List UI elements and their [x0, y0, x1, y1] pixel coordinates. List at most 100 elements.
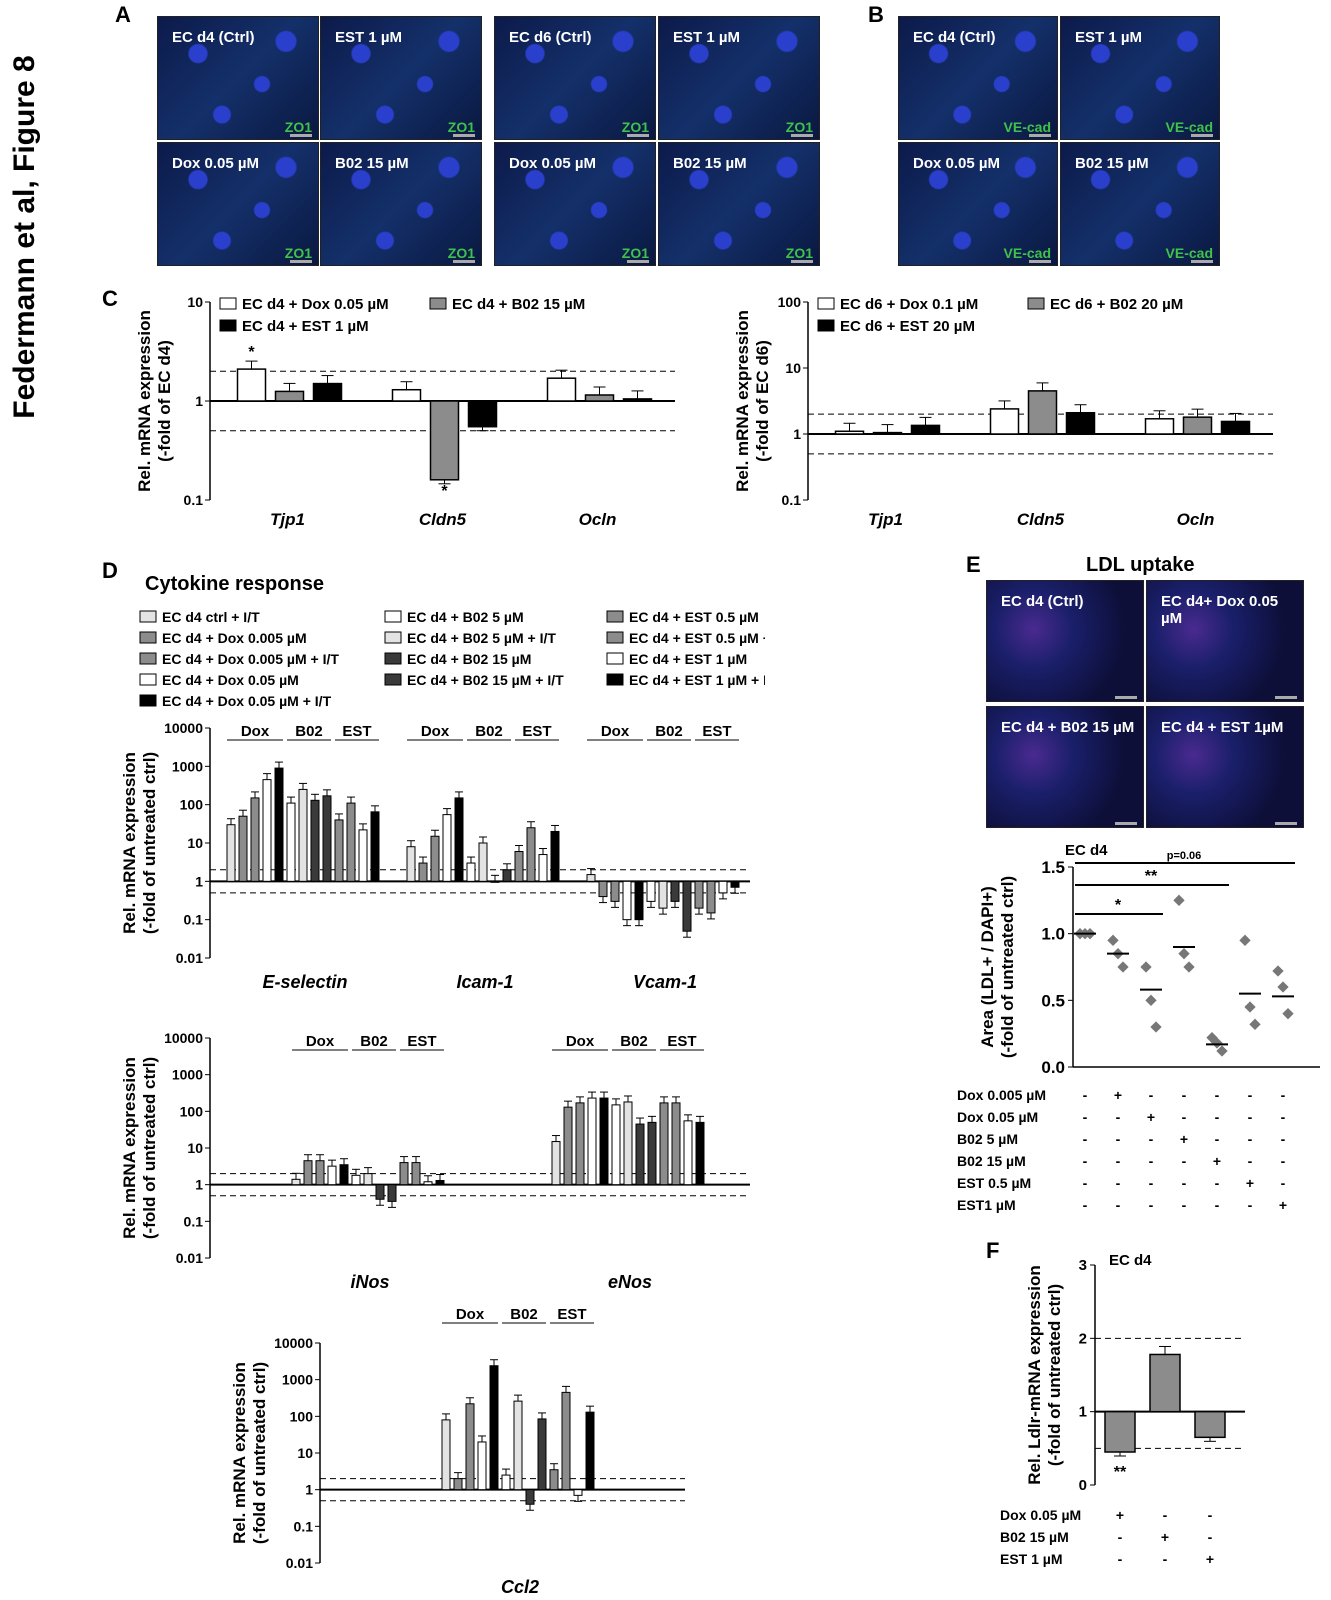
significance-mark: * — [441, 483, 448, 500]
legend-swatch — [219, 297, 237, 310]
bar — [429, 400, 460, 481]
scale-bar — [1115, 696, 1137, 699]
bar — [310, 799, 320, 882]
legend-label: EC d4 ctrl + I/T — [162, 609, 260, 625]
bar — [670, 880, 680, 902]
zo1-micrograph: EST 1 µM ZO1 — [320, 16, 482, 140]
treatment-mark: - — [1116, 1109, 1121, 1125]
stain-label: ZO1 — [785, 119, 813, 135]
micrograph-label: EC d4 + B02 15 µM — [1001, 719, 1135, 736]
axis-label: Rel. mRNA expression — [120, 1057, 139, 1239]
bar — [551, 1141, 561, 1186]
scale-bar — [627, 134, 649, 137]
treatment-mark: - — [1118, 1529, 1123, 1545]
bar — [441, 1419, 451, 1491]
data-point — [1282, 1008, 1294, 1020]
axis-label: Area (LDL+ / DAPI+) — [978, 886, 997, 1048]
stain-label: ZO1 — [621, 119, 649, 135]
bar — [647, 1121, 657, 1186]
legend-label: EC d4 + Dox 0.05 µM — [162, 672, 299, 688]
legend-label: EC d4 + EST 0.5 µM + I/T — [629, 630, 765, 646]
axis-label: (-fold of untreated ctrl) — [250, 1362, 269, 1544]
chart-title: Cytokine response — [145, 573, 324, 595]
category-label: eNos — [608, 1272, 652, 1292]
ve-cad-micrograph: EC d4 (Ctrl) VE-cad — [898, 16, 1058, 140]
bar — [622, 398, 653, 402]
legend-label: EC d4 + B02 15 µM + I/T — [407, 672, 564, 688]
bar — [370, 811, 380, 882]
bar — [563, 1106, 573, 1186]
treatment-mark: - — [1281, 1131, 1286, 1147]
bar — [561, 1391, 571, 1491]
treatment-mark: - — [1149, 1175, 1154, 1191]
micrograph-label: EC d4 (Ctrl) — [913, 29, 996, 46]
treatment-mark: - — [1116, 1153, 1121, 1169]
bar — [585, 1411, 595, 1491]
bar — [1104, 1410, 1136, 1453]
treatment-mark: - — [1083, 1153, 1088, 1169]
treatment-mark: - — [1182, 1087, 1187, 1103]
data-point — [1277, 981, 1289, 993]
axis-label: (-fold of untreated ctrl) — [1045, 1284, 1064, 1466]
treatment-mark: - — [1083, 1175, 1088, 1191]
micrograph-label: EC d6 (Ctrl) — [509, 29, 592, 46]
legend-label: EC d6 + B02 20 µM — [1050, 296, 1183, 313]
treatment-mark: - — [1248, 1109, 1253, 1125]
bar — [598, 880, 608, 898]
chart-d-top: Rel. mRNA expression (-fold of untreated … — [120, 573, 765, 992]
treatment-mark: - — [1248, 1131, 1253, 1147]
treatment-mark: - — [1281, 1109, 1286, 1125]
micrograph-label: B02 15 µM — [1075, 155, 1149, 172]
axis-label: (-fold of untreated ctrl) — [998, 876, 1017, 1058]
data-point — [1140, 961, 1152, 973]
group-label: B02 — [475, 723, 503, 740]
zo1-micrograph: EC d4 (Ctrl) ZO1 — [157, 16, 319, 140]
micrograph-label: EST 1 µM — [335, 29, 402, 46]
scale-bar — [1275, 822, 1297, 825]
treatment-mark: - — [1149, 1131, 1154, 1147]
significance-label: * — [1115, 897, 1122, 914]
stain-label: VE-cad — [1003, 245, 1051, 261]
chart-d-bottom: Rel. mRNA expression (-fold of untreated … — [230, 1306, 685, 1597]
bar — [1065, 411, 1096, 435]
bar — [236, 368, 267, 402]
zo1-micrograph: EC d6 (Ctrl) ZO1 — [494, 16, 656, 140]
bar — [375, 1184, 385, 1200]
data-point — [1117, 961, 1129, 973]
treatment-mark: + — [1180, 1131, 1188, 1147]
data-point — [1211, 1037, 1223, 1049]
treatment-mark: + — [1246, 1175, 1254, 1191]
treatment-mark: + — [1213, 1153, 1221, 1169]
scale-bar — [1191, 134, 1213, 137]
ve-cad-micrograph: EST 1 µM VE-cad — [1060, 16, 1220, 140]
chart-subtitle: EC d4 — [1065, 842, 1108, 859]
legend-swatch — [384, 631, 402, 644]
category-label: Icam-1 — [456, 972, 513, 992]
y-tick-label: 1000 — [172, 758, 203, 774]
bar — [634, 880, 644, 921]
group-label: B02 — [295, 723, 323, 740]
micrograph-label: Dox 0.05 µM — [509, 155, 597, 172]
bar — [411, 1162, 421, 1186]
bar — [346, 802, 356, 882]
y-tick-label: 10 — [785, 360, 801, 376]
data-point — [1173, 894, 1185, 906]
row-label: EST 0.5 µM — [957, 1175, 1031, 1191]
legend-swatch — [817, 319, 835, 332]
y-tick-label: 0.01 — [176, 950, 203, 966]
treatment-mark: - — [1163, 1551, 1168, 1567]
data-point — [1244, 1001, 1256, 1013]
category-label: iNos — [350, 1272, 389, 1292]
scale-bar — [1115, 822, 1137, 825]
treatment-mark: - — [1118, 1551, 1123, 1567]
category-label: Ccl2 — [501, 1577, 539, 1597]
bar — [454, 797, 464, 882]
group-label: EST — [557, 1306, 586, 1323]
chart-c-left: Rel. mRNA expression (-fold of EC d4) 10 1 0… — [135, 294, 675, 529]
zo1-micrograph: B02 15 µM ZO1 — [658, 142, 820, 266]
bar — [575, 1102, 585, 1186]
legend-label: EC d4 + B02 15 µM — [407, 651, 531, 667]
y-tick-label: 100 — [180, 1103, 204, 1119]
bar — [327, 1165, 337, 1186]
bar — [683, 1120, 693, 1186]
